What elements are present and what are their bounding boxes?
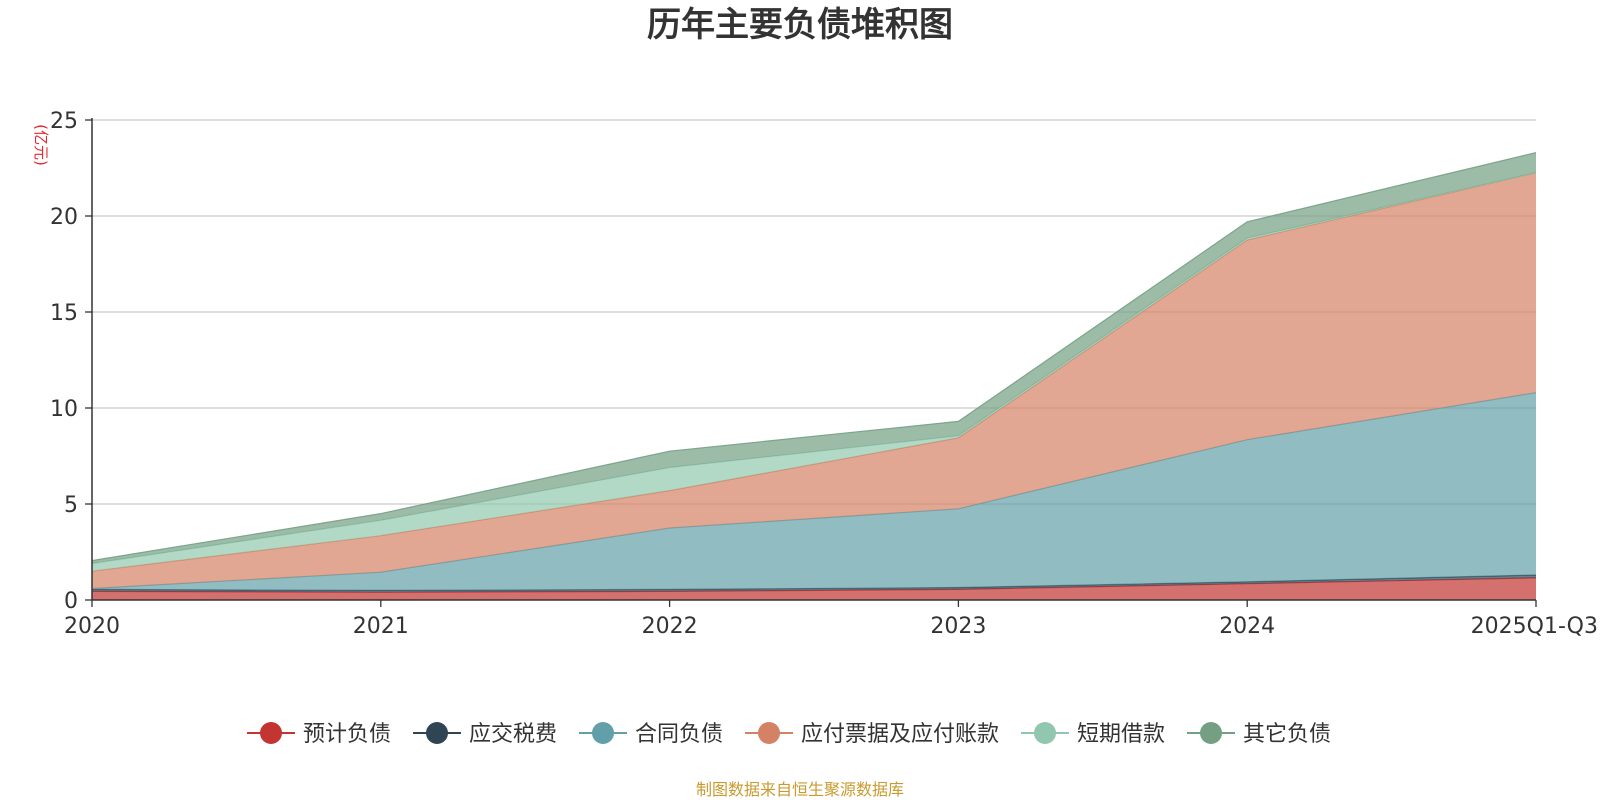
- y-axis-unit-label: (亿元): [32, 124, 50, 166]
- axes: 0 5 10 15 20 25 2020 2021 2022 2023 2024 2025Q1-Q3: [50, 109, 1598, 639]
- x-tick-label-2: 2022: [642, 614, 698, 639]
- legend-item-1: 应交税费: [413, 722, 557, 747]
- series-areas: [91, 152, 1537, 600]
- y-tick-label-5: 25: [50, 109, 78, 134]
- legend-item-4: 短期借款: [1021, 722, 1165, 747]
- x-tick-label-1: 2021: [353, 614, 409, 639]
- legend-marker-4: [1034, 722, 1056, 744]
- area-series-0: [92, 577, 1536, 600]
- legend-label-3: 应付票据及应付账款: [801, 722, 999, 747]
- y-tick-label-2: 10: [50, 397, 78, 422]
- area-series-2: [92, 392, 1536, 591]
- x-tick-label-3: 2023: [930, 614, 986, 639]
- legend-marker-1: [426, 722, 448, 744]
- y-tick-label-3: 15: [50, 301, 78, 326]
- source-note: 制图数据来自恒生聚源数据库: [696, 780, 904, 799]
- legend-label-2: 合同负债: [635, 722, 723, 747]
- x-tick-label-5: 2025Q1-Q3: [1471, 614, 1598, 639]
- area-series-5: [92, 152, 1536, 564]
- x-tick-label-0: 2020: [64, 614, 120, 639]
- legend-item-3: 应付票据及应付账款: [745, 722, 999, 747]
- y-tick-label-4: 20: [50, 205, 78, 230]
- y-tick-label-1: 5: [64, 493, 78, 518]
- legend-marker-3: [758, 722, 780, 744]
- legend: 预计负债 应交税费 合同负债 应付票据及应付账款 短期借款 其它负债: [247, 722, 1331, 747]
- legend-label-1: 应交税费: [469, 722, 557, 747]
- line-series-5: [91, 152, 1537, 562]
- legend-item-5: 其它负债: [1187, 722, 1331, 747]
- legend-label-5: 其它负债: [1243, 722, 1331, 747]
- legend-label-4: 短期借款: [1077, 722, 1165, 747]
- y-tick-label-0: 0: [64, 589, 78, 614]
- x-tick-label-4: 2024: [1219, 614, 1275, 639]
- legend-marker-2: [592, 722, 614, 744]
- legend-item-2: 合同负债: [579, 722, 723, 747]
- area-series-3: [92, 172, 1536, 589]
- legend-marker-0: [260, 722, 282, 744]
- legend-marker-5: [1200, 722, 1222, 744]
- legend-item-0: 预计负债: [247, 722, 391, 747]
- chart-title: 历年主要负债堆积图: [647, 5, 953, 45]
- line-series-2: [91, 392, 1537, 590]
- legend-label-0: 预计负债: [303, 722, 391, 747]
